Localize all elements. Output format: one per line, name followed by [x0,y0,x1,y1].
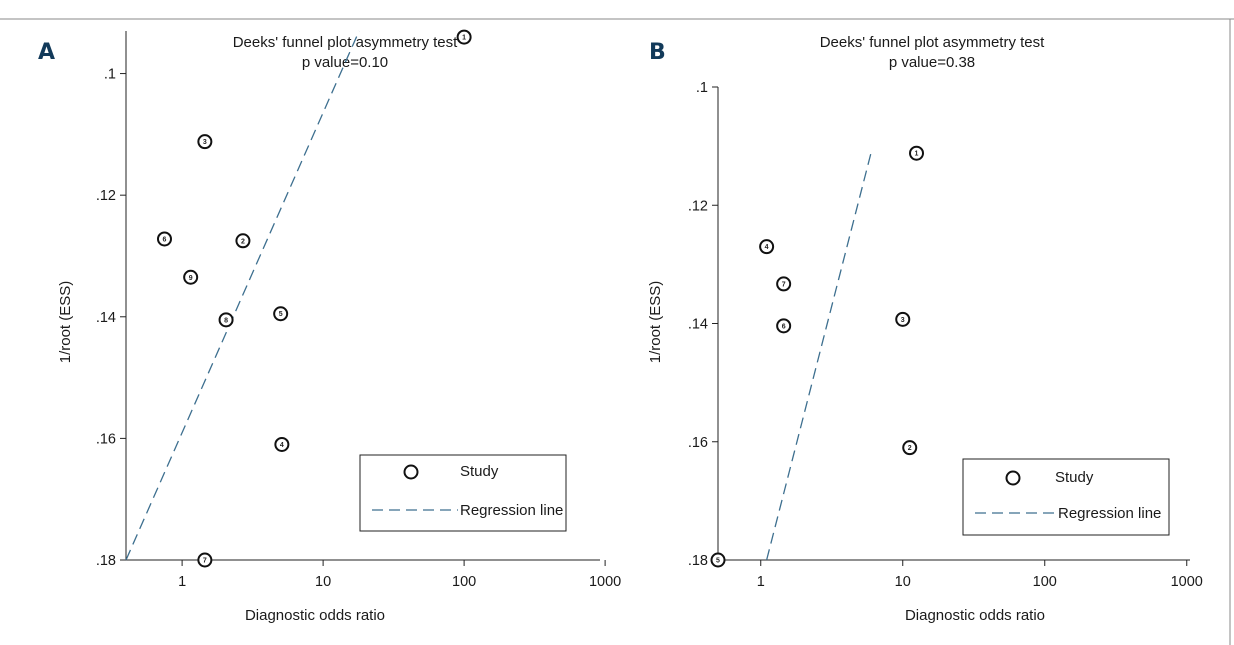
panel-a-legend-study-marker [403,464,419,480]
study-point-marker [909,145,925,161]
panel-b: B Deeks' funnel plot asymmetry test p va… [647,34,1203,624]
study-point-marker [759,239,775,255]
panel-b-regression [765,151,872,561]
panel-b-legend-box [962,458,1170,536]
study-point-marker [710,552,726,568]
panel-b-legend-study-marker [1005,470,1021,486]
study-point: 7 [776,276,792,292]
study-point: 3 [895,311,911,327]
panel-b-subtitle: p value=0.38 [889,54,975,71]
y-tick-label: .1 [104,67,116,83]
panel-a-y-axis-title: 1/root (ESS) [57,281,74,364]
panel-b-legend-line-label: Regression line [1058,505,1161,522]
study-point: 1 [456,29,472,45]
regression-line [125,30,360,561]
x-tick-label: 1000 [589,574,621,590]
study-point-label: 6 [782,323,786,330]
study-point: 6 [156,231,172,247]
regression-line [765,151,872,561]
x-tick-label: 1 [757,574,765,590]
study-point-label: 3 [901,317,905,324]
panel-b-y-axis-title: 1/root (ESS) [647,281,664,364]
x-tick-label: 100 [1033,574,1057,590]
study-point-label: 2 [241,238,245,245]
panel-a-legend-study-label: Study [460,463,499,480]
study-point-marker [183,269,199,285]
study-point: 7 [197,552,213,568]
panel-b-legend: Study Regression line [962,458,1170,536]
study-point-label: 7 [203,558,207,565]
study-point: 4 [759,239,775,255]
panel-a-title: Deeks' funnel plot asymmetry test [233,34,458,51]
panel-a-regression [125,30,360,561]
study-point-marker [776,276,792,292]
panel-b-legend-study-label: Study [1055,469,1094,486]
panel-b-title: Deeks' funnel plot asymmetry test [820,34,1045,51]
study-point: 4 [274,436,290,452]
study-point-label: 1 [462,35,466,42]
study-point-marker [902,440,918,456]
study-point: 8 [218,312,234,328]
study-point: 3 [197,134,213,150]
panel-b-points: 1 2 3 4 5 6 7 [710,145,925,568]
study-point-marker [197,134,213,150]
study-point-marker [895,311,911,327]
panel-a-legend-box [359,454,567,532]
study-point-label: 3 [203,139,207,146]
y-tick-label: .1 [696,80,708,96]
panel-b-letter: B [649,40,666,65]
y-tick-label: .18 [96,553,116,569]
study-point-marker [274,436,290,452]
y-tick-label: .14 [688,317,708,333]
panel-a: A Deeks' funnel plot asymmetry test p va… [38,29,621,624]
panel-a-ticks: .1 .12 .14 .16 .18 1 10 100 1000 [96,67,621,590]
y-tick-label: .18 [688,553,708,569]
panel-a-legend: Study Regression line [359,454,567,532]
study-point: 2 [235,233,251,249]
study-point-label: 8 [224,317,228,324]
y-tick-label: .14 [96,310,116,326]
study-point-label: 7 [782,281,786,288]
study-point-label: 9 [189,275,193,282]
study-point: 5 [273,306,289,322]
y-tick-label: .16 [688,435,708,451]
study-point-label: 1 [915,151,919,158]
study-point-label: 2 [908,445,912,452]
panel-a-legend-line-label: Regression line [460,502,563,519]
study-point: 6 [776,318,792,334]
study-point-label: 6 [163,236,167,243]
study-point-marker [197,552,213,568]
study-point-marker [218,312,234,328]
study-point-label: 5 [279,311,283,318]
x-tick-label: 10 [895,574,911,590]
study-point: 2 [902,440,918,456]
panel-a-letter: A [38,40,55,65]
study-point-marker [156,231,172,247]
study-point: 1 [909,145,925,161]
study-point-marker [456,29,472,45]
study-point-label: 4 [765,244,769,251]
x-tick-label: 100 [452,574,476,590]
study-point-label: 4 [280,442,284,449]
x-tick-label: 1 [178,574,186,590]
x-tick-label: 10 [315,574,331,590]
study-point: 9 [183,269,199,285]
study-point-marker [776,318,792,334]
y-tick-label: .12 [96,188,116,204]
panel-b-x-axis-title: Diagnostic odds ratio [905,607,1045,624]
panel-a-points: 1 2 3 4 5 6 7 8 9 [156,29,472,568]
study-point-marker [273,306,289,322]
y-tick-label: .12 [688,198,708,214]
study-point-label: 5 [716,558,720,565]
study-point-marker [235,233,251,249]
x-tick-label: 1000 [1171,574,1203,590]
y-tick-label: .16 [96,431,116,447]
panel-a-x-axis-title: Diagnostic odds ratio [245,607,385,624]
panel-a-subtitle: p value=0.10 [302,54,388,71]
study-point: 5 [710,552,726,568]
